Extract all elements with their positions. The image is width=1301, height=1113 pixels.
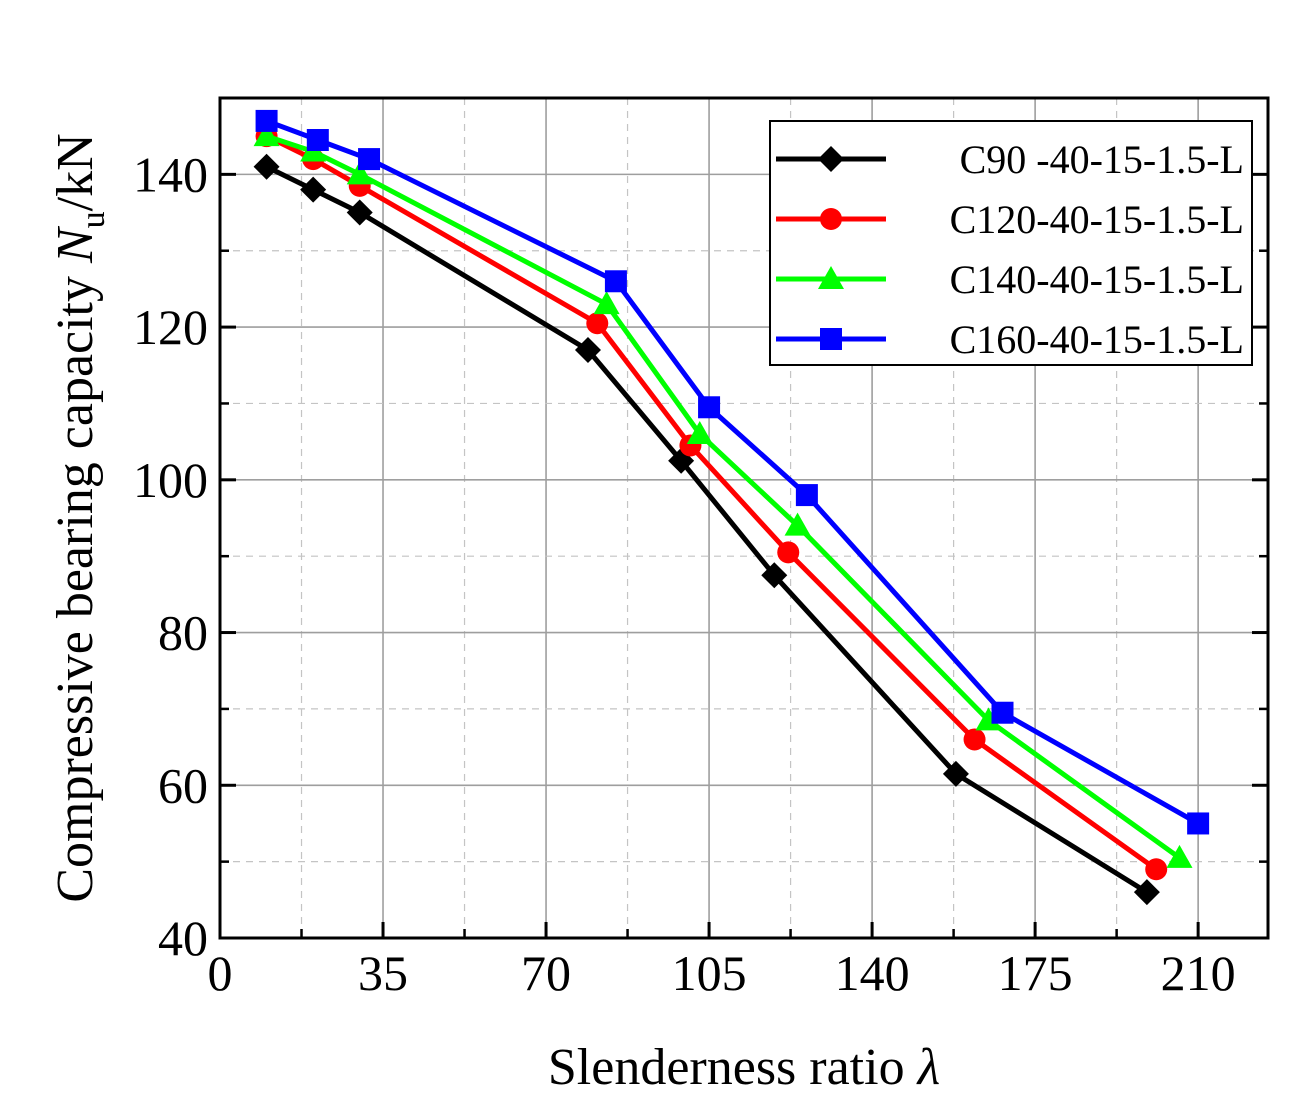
y-tick-label: 40 bbox=[158, 910, 208, 966]
data-point bbox=[1166, 844, 1193, 868]
x-tick-label: 70 bbox=[521, 945, 571, 1001]
legend-box bbox=[769, 120, 1253, 366]
y-tick-label: 80 bbox=[158, 605, 208, 661]
data-point bbox=[1145, 858, 1168, 881]
x-tick-label: 140 bbox=[835, 945, 910, 1001]
y-tick-label: 60 bbox=[158, 757, 208, 813]
x-axis-title-text: Slenderness ratio bbox=[548, 1039, 905, 1096]
data-point bbox=[255, 109, 278, 132]
y-axis-title: Compressive bearing capacity Nu/kN bbox=[47, 133, 112, 902]
x-tick-label: 0 bbox=[208, 945, 233, 1001]
y-tick-label: 100 bbox=[133, 452, 208, 508]
data-point bbox=[686, 421, 713, 444]
legend-label: C140-40-15-1.5-L bbox=[950, 257, 1244, 302]
legend-marker bbox=[820, 208, 842, 230]
data-point bbox=[586, 312, 609, 335]
series-1 bbox=[253, 153, 1160, 906]
data-point bbox=[942, 760, 969, 787]
axis-ticks: 0 35 70 105 140 175 210 40 60 80 100 120 140 bbox=[133, 146, 1268, 1001]
x-tick-label: 105 bbox=[672, 945, 747, 1001]
y-axis-title-text: Compressive bearing capacity bbox=[47, 276, 104, 903]
data-point bbox=[1187, 812, 1210, 835]
legend-item: C90 -40-15-1.5-L bbox=[776, 137, 1244, 182]
data-point bbox=[300, 176, 327, 203]
data-point bbox=[698, 396, 721, 419]
data-point bbox=[1133, 879, 1160, 906]
data-point bbox=[346, 199, 373, 226]
data-point bbox=[795, 484, 818, 507]
y-tick-label: 120 bbox=[133, 299, 208, 355]
series-layer bbox=[253, 109, 1210, 906]
y-axis-title-unit: /kN bbox=[47, 133, 104, 211]
x-axis-title-symbol: λ bbox=[916, 1039, 941, 1096]
legend-item: C140-40-15-1.5-L bbox=[776, 257, 1244, 302]
data-point bbox=[593, 291, 620, 315]
x-axis-title: Slenderness ratio λ bbox=[548, 1039, 940, 1096]
data-point bbox=[346, 161, 373, 185]
data-point bbox=[253, 123, 280, 147]
data-point bbox=[358, 148, 381, 171]
series-3 bbox=[253, 123, 1193, 868]
legend-marker bbox=[820, 328, 842, 350]
data-point bbox=[963, 728, 986, 751]
data-point bbox=[777, 541, 800, 564]
y-axis-title-subscript: u bbox=[75, 211, 112, 228]
legend-label: C120-40-15-1.5-L bbox=[950, 197, 1244, 242]
y-tick-label: 140 bbox=[133, 146, 208, 202]
legend-item: C160-40-15-1.5-L bbox=[776, 317, 1244, 362]
data-point bbox=[784, 512, 811, 536]
legend-marker bbox=[818, 266, 844, 289]
y-axis-title-symbol: N bbox=[47, 225, 104, 264]
data-point bbox=[991, 701, 1014, 724]
data-point bbox=[604, 270, 627, 293]
data-point bbox=[761, 562, 788, 589]
data-point bbox=[253, 153, 280, 180]
legend-item: C120-40-15-1.5-L bbox=[776, 197, 1244, 242]
data-point bbox=[574, 337, 601, 363]
legend-marker bbox=[818, 146, 844, 172]
legend-label: C90 -40-15-1.5-L bbox=[960, 137, 1244, 182]
x-tick-label: 35 bbox=[358, 945, 408, 1001]
legend-label: C160-40-15-1.5-L bbox=[950, 317, 1244, 362]
data-point bbox=[975, 707, 1002, 731]
plot-frame bbox=[218, 96, 1270, 940]
x-tick-label: 175 bbox=[998, 945, 1073, 1001]
data-point bbox=[306, 129, 329, 151]
series-4 bbox=[255, 109, 1210, 835]
legend: C90 -40-15-1.5-L C120-40-15-1.5-L C140-40-… bbox=[769, 120, 1253, 366]
x-tick-label: 210 bbox=[1161, 945, 1236, 1001]
